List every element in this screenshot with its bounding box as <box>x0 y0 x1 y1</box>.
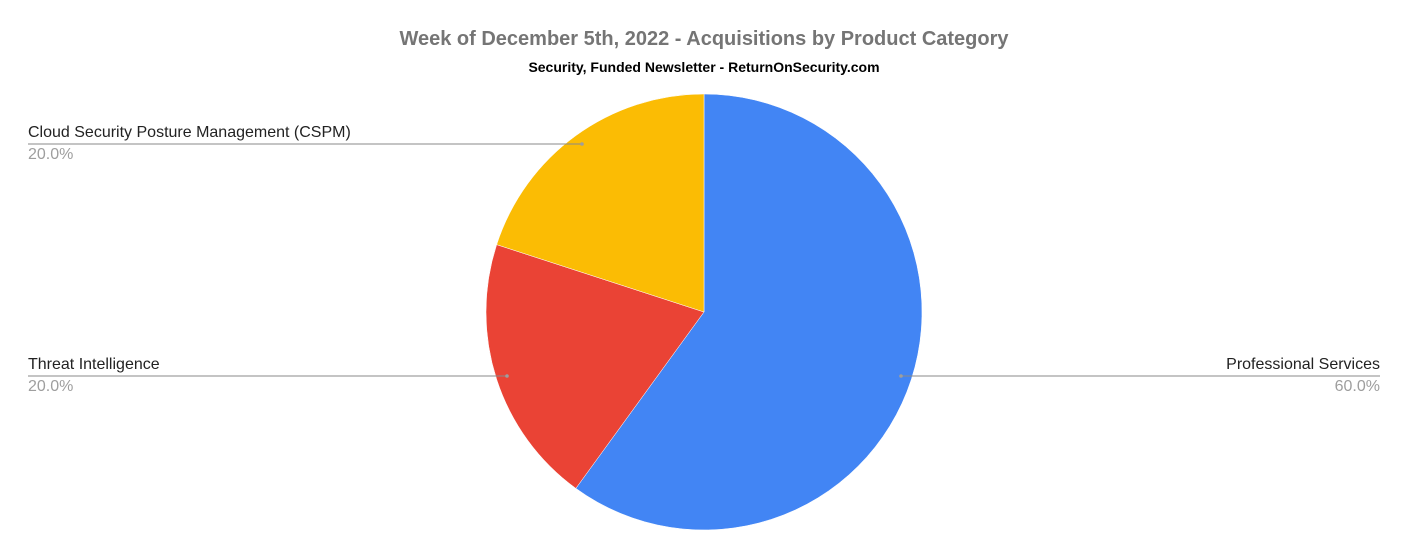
slice-label-threat-intelligence: Threat Intelligence <box>28 356 160 373</box>
chart-title: Week of December 5th, 2022 - Acquisition… <box>399 28 1009 50</box>
slice-label-professional-services: Professional Services <box>1226 356 1380 373</box>
pie-slice-threat-intelligence <box>485 244 705 489</box>
leader-dot-professional-services <box>899 374 903 378</box>
chart-subtitle: Security, Funded Newsletter - ReturnOnSe… <box>528 59 880 75</box>
slices-layer <box>485 93 923 531</box>
pie-slice-cspm <box>496 93 705 313</box>
slice-percent-threat-intelligence: 20.0% <box>28 378 74 395</box>
slice-label-cspm: Cloud Security Posture Management (CSPM) <box>28 124 351 141</box>
leader-dot-cspm <box>580 142 584 146</box>
leader-lines-layer <box>28 142 1380 378</box>
slice-percent-cspm: 20.0% <box>28 146 74 163</box>
slice-percent-professional-services: 60.0% <box>1334 378 1380 395</box>
leader-dot-threat-intelligence <box>505 374 509 378</box>
pie-slice-professional-services <box>575 93 923 531</box>
